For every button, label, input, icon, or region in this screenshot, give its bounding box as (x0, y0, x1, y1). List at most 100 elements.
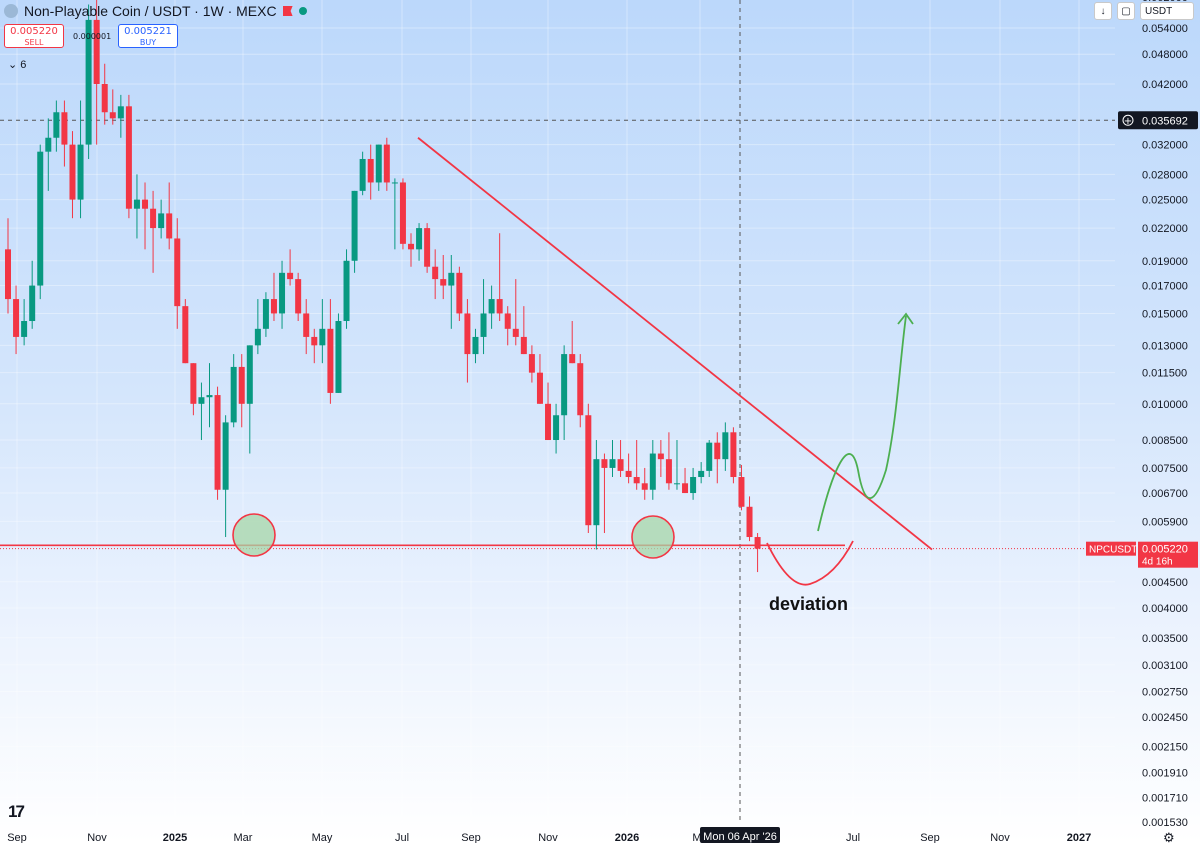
candle[interactable] (577, 354, 584, 428)
candle[interactable] (150, 190, 157, 273)
candle[interactable] (254, 299, 261, 355)
candle[interactable] (625, 453, 632, 484)
candle[interactable] (553, 403, 560, 454)
candle[interactable] (5, 218, 11, 314)
candle[interactable] (456, 266, 463, 322)
tradingview-logo-icon[interactable]: 17 (8, 802, 25, 821)
support-touch-circle[interactable] (631, 515, 675, 559)
candle[interactable] (262, 292, 269, 337)
candle[interactable] (270, 272, 277, 322)
candle[interactable] (617, 440, 624, 478)
candle[interactable] (117, 94, 124, 138)
candle[interactable] (109, 89, 116, 125)
candle[interactable] (464, 299, 471, 383)
candle[interactable] (706, 440, 713, 478)
candle[interactable] (295, 272, 302, 322)
candle[interactable] (440, 254, 447, 300)
sell-button[interactable]: 0.005220 SELL (4, 24, 64, 48)
candle[interactable] (351, 190, 358, 273)
candle[interactable] (327, 299, 334, 404)
candle[interactable] (29, 260, 36, 329)
support-touch-circle[interactable] (232, 513, 276, 557)
candle[interactable] (399, 178, 406, 250)
candle[interactable] (214, 386, 221, 500)
candle[interactable] (101, 63, 108, 125)
candle[interactable] (601, 453, 608, 534)
candle[interactable] (408, 233, 414, 267)
candle[interactable] (222, 415, 229, 538)
candle[interactable] (367, 144, 374, 200)
candle[interactable] (448, 254, 455, 329)
candle[interactable] (375, 144, 382, 191)
candle[interactable] (279, 260, 286, 329)
candle[interactable] (673, 440, 680, 490)
gear-icon[interactable]: ⚙ (1163, 830, 1175, 845)
indicators-toggle[interactable]: ⌄ 6 (8, 58, 26, 71)
descending-trendline[interactable] (417, 137, 933, 551)
candle[interactable] (633, 440, 640, 490)
candle[interactable] (133, 174, 140, 239)
candle[interactable] (520, 306, 527, 355)
candle[interactable] (561, 345, 568, 441)
candle[interactable] (303, 299, 310, 355)
candle[interactable] (730, 427, 737, 484)
candle[interactable] (512, 279, 519, 346)
candle[interactable] (238, 354, 245, 428)
candle[interactable] (472, 328, 479, 364)
candle[interactable] (319, 299, 326, 364)
candle[interactable] (593, 440, 600, 550)
candle[interactable] (93, 0, 100, 145)
candle[interactable] (641, 467, 648, 500)
candle[interactable] (45, 118, 52, 191)
candle[interactable] (77, 100, 84, 219)
candle[interactable] (536, 354, 543, 404)
candle[interactable] (166, 182, 173, 250)
candle[interactable] (391, 178, 398, 250)
candle[interactable] (230, 354, 237, 428)
download-icon[interactable]: ↓ (1094, 2, 1112, 20)
candle[interactable] (585, 403, 592, 534)
candle[interactable] (383, 137, 390, 191)
candle[interactable] (649, 440, 656, 500)
candle[interactable] (496, 233, 503, 322)
candle[interactable] (190, 363, 197, 416)
candle[interactable] (488, 285, 495, 329)
candle[interactable] (246, 345, 253, 454)
candle[interactable] (53, 100, 60, 152)
deviation-curve[interactable] (766, 540, 854, 586)
candle[interactable] (714, 432, 721, 484)
candle[interactable] (754, 533, 761, 573)
candle[interactable] (722, 422, 729, 471)
candle[interactable] (61, 100, 68, 167)
candle[interactable] (424, 223, 431, 273)
candle[interactable] (311, 328, 318, 364)
candle[interactable] (37, 144, 44, 300)
currency-select[interactable]: USDT (1140, 2, 1194, 20)
candle[interactable] (698, 462, 705, 484)
candle[interactable] (504, 306, 511, 346)
candle[interactable] (174, 218, 181, 329)
candle[interactable] (343, 249, 350, 329)
candle[interactable] (85, 4, 92, 159)
candle[interactable] (480, 279, 487, 355)
candle[interactable] (432, 249, 439, 300)
candle[interactable] (182, 299, 189, 364)
candle[interactable] (545, 382, 552, 441)
candle[interactable] (665, 432, 672, 490)
candle[interactable] (125, 94, 132, 219)
candle[interactable] (335, 313, 342, 393)
candle[interactable] (359, 151, 366, 196)
candle[interactable] (206, 363, 213, 428)
candle[interactable] (738, 464, 745, 511)
screenshot-icon[interactable]: ▢ (1117, 2, 1135, 20)
candle[interactable] (690, 467, 697, 500)
flag-icon[interactable] (282, 6, 293, 16)
add-plus-icon[interactable] (1122, 114, 1134, 126)
candle[interactable] (569, 321, 576, 364)
candle[interactable] (528, 345, 535, 383)
candle[interactable] (682, 467, 689, 494)
candle[interactable] (609, 440, 616, 478)
candle[interactable] (142, 182, 149, 250)
